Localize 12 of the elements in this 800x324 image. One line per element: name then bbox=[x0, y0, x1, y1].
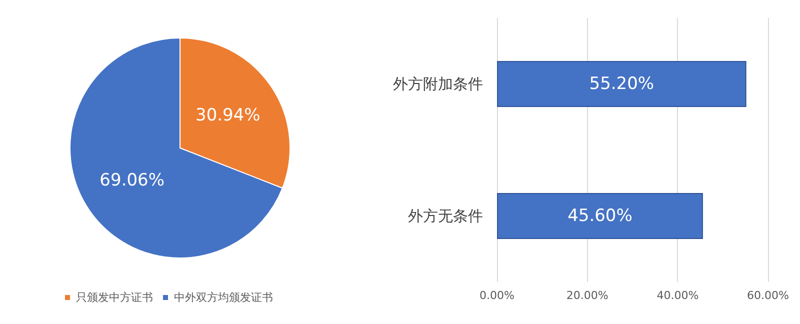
data-label: 30.94% bbox=[195, 105, 260, 126]
y-tick-label: 外方无条件 bbox=[408, 207, 483, 225]
legend-label: 中外双方均颁发证书 bbox=[174, 291, 273, 304]
x-tick-label: 40.00% bbox=[656, 289, 699, 302]
data-label: 69.06% bbox=[100, 170, 165, 191]
x-tick-label: 0.00% bbox=[480, 289, 514, 302]
y-tick-label: 外方附加条件 bbox=[393, 75, 483, 93]
data-label: 55.20% bbox=[589, 74, 654, 94]
data-label: 45.60% bbox=[568, 206, 632, 226]
x-tick-label: 20.00% bbox=[566, 289, 608, 302]
x-tick-label: 60.00% bbox=[747, 289, 789, 302]
legend-label: 只颁发中方证书 bbox=[76, 291, 153, 304]
